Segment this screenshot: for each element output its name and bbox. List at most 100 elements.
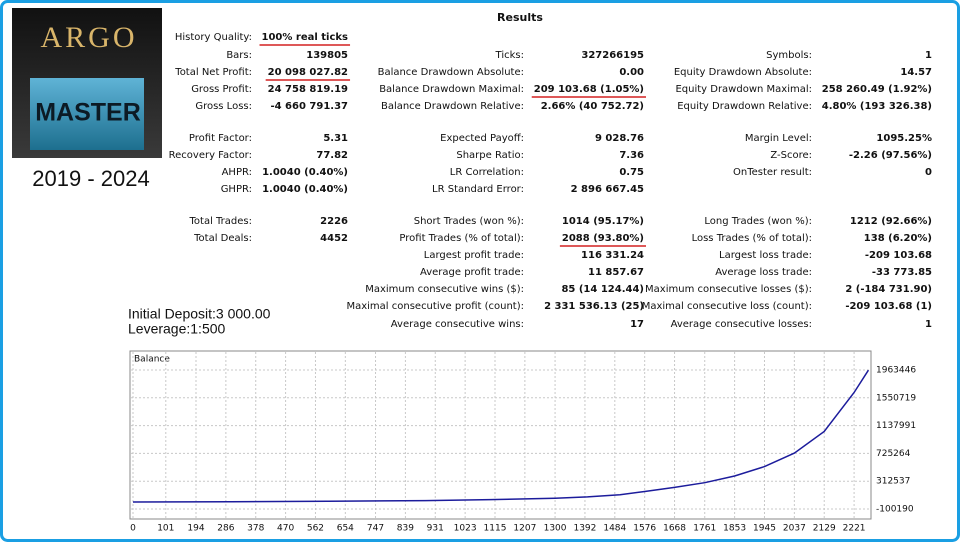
- result-label: History Quality:: [175, 32, 252, 43]
- result-label: Profit Trades (% of total):: [399, 233, 524, 244]
- result-label: GHPR:: [221, 184, 252, 195]
- x-tick-label: 931: [427, 524, 444, 534]
- result-value: 17: [630, 319, 644, 330]
- result-value: 0: [925, 167, 932, 178]
- result-label: Gross Profit:: [191, 84, 252, 95]
- years: 2019 - 2024: [32, 166, 149, 191]
- result-value: -2.26 (97.56%): [849, 150, 932, 161]
- result-value: 2 331 536.13 (25): [544, 301, 644, 312]
- result-value: 1212 (92.66%): [850, 216, 932, 227]
- x-tick-label: 101: [157, 524, 174, 534]
- result-value: 209 103.68 (1.05%): [534, 84, 644, 95]
- y-tick-label: -100190: [876, 505, 914, 515]
- result-value: 4452: [320, 233, 348, 244]
- result-label: Recovery Factor:: [169, 150, 252, 161]
- result-label: Average consecutive losses:: [671, 319, 812, 330]
- result-value: 9 028.76: [595, 133, 644, 144]
- result-label: Total Trades:: [189, 216, 253, 227]
- result-value: 4.80% (193 326.38): [822, 101, 932, 112]
- result-value: -209 103.68: [865, 250, 932, 261]
- result-value: 116 331.24: [581, 250, 644, 261]
- result-label: Average consecutive wins:: [391, 319, 524, 330]
- result-value: 7.36: [619, 150, 644, 161]
- result-value: 0.75: [619, 167, 644, 178]
- balance-line: [132, 369, 870, 503]
- result-value: 1.0040 (0.40%): [262, 184, 348, 195]
- result-value: 138 (6.20%): [864, 233, 932, 244]
- result-label: Maximum consecutive wins ($):: [365, 284, 524, 295]
- result-value: 2088 (93.80%): [562, 233, 644, 244]
- result-label: Profit Factor:: [189, 133, 252, 144]
- y-tick-label: 1137991: [876, 421, 916, 431]
- result-label: Short Trades (won %):: [414, 216, 524, 227]
- result-value: 1: [925, 319, 932, 330]
- result-label: Sharpe Ratio:: [456, 150, 524, 161]
- result-value: 14.57: [900, 67, 932, 78]
- x-tick-label: 1853: [723, 524, 746, 534]
- result-value: 77.82: [316, 150, 348, 161]
- x-tick-label: 1300: [544, 524, 567, 534]
- y-tick-label: 725264: [876, 449, 911, 459]
- result-value: -33 773.85: [872, 267, 932, 278]
- x-tick-label: 1484: [603, 524, 626, 534]
- plot-frame: [129, 350, 872, 520]
- result-label: Ticks:: [495, 50, 524, 61]
- x-tick-label: 1576: [633, 524, 656, 534]
- x-tick-label: 2129: [813, 524, 836, 534]
- logo-top: ARGO: [40, 21, 137, 54]
- result-value: 2 896 667.45: [571, 184, 644, 195]
- result-label: OnTester result:: [733, 167, 812, 178]
- result-value: 0.00: [619, 67, 644, 78]
- result-label: Equity Drawdown Maximal:: [675, 84, 812, 95]
- result-value: 24 758 819.19: [268, 84, 348, 95]
- x-tick-label: 0: [130, 524, 136, 534]
- result-label: Average loss trade:: [715, 267, 812, 278]
- x-tick-label: 562: [307, 524, 324, 534]
- result-label: Largest loss trade:: [719, 250, 812, 261]
- result-value: 1: [925, 50, 932, 61]
- result-label: Long Trades (won %):: [704, 216, 812, 227]
- result-label: Total Net Profit:: [174, 67, 252, 78]
- result-label: Total Deals:: [193, 233, 252, 244]
- x-tick-label: 2221: [843, 524, 866, 534]
- result-label: Gross Loss:: [195, 101, 252, 112]
- result-value: 327266195: [581, 50, 644, 61]
- result-label: Largest profit trade:: [424, 250, 524, 261]
- result-value: 85 (14 124.44): [561, 284, 644, 295]
- result-label: Equity Drawdown Absolute:: [674, 67, 812, 78]
- result-label: Z-Score:: [770, 150, 812, 161]
- result-value: 258 260.49 (1.92%): [822, 84, 932, 95]
- result-value: 100% real ticks: [262, 32, 349, 43]
- result-label: Bars:: [226, 50, 252, 61]
- x-tick-label: 1115: [484, 524, 507, 534]
- logo-bottom: MASTER: [35, 99, 141, 127]
- x-tick-label: 1207: [513, 524, 536, 534]
- result-label: Maximum consecutive losses ($):: [645, 284, 812, 295]
- y-tick-label: 1963446: [876, 365, 916, 375]
- result-label: AHPR:: [222, 167, 252, 178]
- result-label: Loss Trades (% of total):: [692, 233, 812, 244]
- deposit: Initial Deposit:3 000.00: [128, 306, 271, 322]
- result-value: -4 660 791.37: [270, 101, 348, 112]
- result-label: Balance Drawdown Relative:: [381, 101, 524, 112]
- result-label: Maximal consecutive loss (count):: [642, 301, 812, 312]
- result-value: 139805: [306, 50, 348, 61]
- result-value: 2 (-184 731.90): [845, 284, 932, 295]
- x-tick-label: 1023: [454, 524, 477, 534]
- result-value: 5.31: [323, 133, 348, 144]
- result-label: Balance Drawdown Maximal:: [379, 84, 524, 95]
- leverage: Leverage:1:500: [128, 321, 226, 337]
- result-label: Maximal consecutive profit (count):: [346, 301, 524, 312]
- result-label: Symbols:: [766, 50, 812, 61]
- x-tick-label: 470: [277, 524, 294, 534]
- result-label: Equity Drawdown Relative:: [677, 101, 812, 112]
- result-value: 1.0040 (0.40%): [262, 167, 348, 178]
- result-label: Balance Drawdown Absolute:: [378, 67, 524, 78]
- result-label: LR Correlation:: [450, 167, 524, 178]
- y-tick-label: 1550719: [876, 393, 916, 403]
- result-value: 20 098 027.82: [268, 67, 348, 78]
- chart-title: Balance: [134, 355, 170, 365]
- result-value: 2.66% (40 752.72): [541, 101, 644, 112]
- x-tick-label: 654: [337, 524, 354, 534]
